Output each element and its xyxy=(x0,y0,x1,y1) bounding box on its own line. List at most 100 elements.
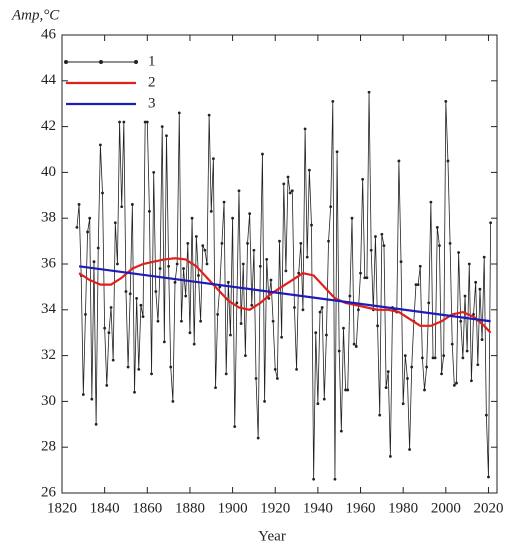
data-point xyxy=(476,363,480,367)
data-point xyxy=(109,306,113,309)
x-tick-label: 1900 xyxy=(218,500,248,516)
data-point xyxy=(150,372,153,376)
data-point xyxy=(199,319,203,323)
data-point xyxy=(222,200,226,204)
data-point xyxy=(156,319,160,323)
data-point xyxy=(175,262,179,266)
legend-marker xyxy=(99,60,103,64)
data-point xyxy=(98,143,102,147)
data-point xyxy=(455,381,458,385)
x-tick-label: 1960 xyxy=(346,500,376,516)
data-point xyxy=(120,205,124,209)
data-point xyxy=(467,262,471,266)
data-point xyxy=(297,271,301,275)
data-point xyxy=(331,100,335,103)
data-point xyxy=(282,182,286,186)
data-point xyxy=(344,388,348,392)
data-point xyxy=(263,400,266,403)
data-point xyxy=(88,216,92,220)
data-point xyxy=(231,216,234,220)
data-point xyxy=(224,372,228,376)
data-point xyxy=(299,241,303,245)
y-tick-label: 44 xyxy=(41,72,57,88)
data-point xyxy=(126,365,130,369)
data-point xyxy=(116,262,119,266)
y-axis-label: Amp,°C xyxy=(11,7,60,23)
data-point xyxy=(171,400,175,403)
data-point xyxy=(265,258,269,261)
data-point xyxy=(188,331,192,335)
data-point xyxy=(135,296,139,300)
series-line xyxy=(78,265,491,323)
data-point xyxy=(369,248,373,252)
y-tick-label: 40 xyxy=(41,164,56,180)
y-tick-label: 38 xyxy=(41,210,56,226)
data-point xyxy=(465,349,469,353)
y-tick-label: 32 xyxy=(41,347,56,363)
x-tick-label: 1920 xyxy=(260,500,290,516)
data-point xyxy=(92,260,96,264)
y-tick-label: 36 xyxy=(41,255,57,271)
data-point xyxy=(143,120,147,124)
data-point xyxy=(130,203,134,206)
data-point xyxy=(484,413,488,417)
data-point xyxy=(197,274,200,277)
data-point xyxy=(182,267,185,270)
data-point xyxy=(148,209,151,213)
data-point xyxy=(427,301,431,305)
data-point xyxy=(361,177,365,181)
data-point xyxy=(378,413,382,417)
data-point xyxy=(420,356,424,360)
data-point xyxy=(271,319,275,323)
x-tick-label: 1940 xyxy=(303,500,333,516)
data-point xyxy=(423,388,426,392)
y-tick-label: 46 xyxy=(41,26,57,42)
data-point xyxy=(139,303,143,307)
x-tick-label: 2000 xyxy=(431,500,461,516)
data-point xyxy=(425,365,429,369)
data-point xyxy=(124,290,128,293)
legend-marker xyxy=(64,60,68,64)
data-point xyxy=(399,260,403,264)
data-point xyxy=(162,340,166,344)
data-point xyxy=(478,287,482,291)
data-point xyxy=(448,241,452,245)
data-point xyxy=(333,477,337,481)
data-point xyxy=(406,377,409,380)
data-point xyxy=(440,372,443,376)
data-point xyxy=(286,175,290,179)
data-point xyxy=(77,203,81,206)
data-point xyxy=(261,152,264,156)
data-point xyxy=(173,280,177,284)
data-point xyxy=(429,200,433,204)
data-point xyxy=(470,379,473,383)
data-point xyxy=(248,212,252,216)
data-point xyxy=(237,189,241,193)
data-point xyxy=(316,402,320,406)
data-point xyxy=(444,100,448,103)
data-point xyxy=(233,425,237,428)
x-tick-label: 1860 xyxy=(132,500,162,516)
data-point xyxy=(318,310,322,314)
data-point xyxy=(365,276,369,280)
data-point xyxy=(382,244,386,248)
data-point xyxy=(339,429,343,433)
data-point xyxy=(275,377,279,380)
data-point xyxy=(352,342,356,346)
data-point xyxy=(322,397,326,401)
data-point xyxy=(107,331,111,335)
data-point xyxy=(94,422,98,426)
data-point xyxy=(367,90,371,94)
data-point xyxy=(184,294,188,298)
data-point xyxy=(374,235,377,238)
data-point xyxy=(113,221,117,225)
data-point xyxy=(438,244,441,248)
data-point xyxy=(186,241,190,245)
y-tick-label: 34 xyxy=(41,301,57,317)
y-tick-label: 28 xyxy=(41,439,56,455)
data-point xyxy=(86,230,89,234)
data-point xyxy=(84,312,87,316)
x-tick-label: 2020 xyxy=(473,500,503,516)
data-point xyxy=(211,157,215,161)
data-point xyxy=(122,120,126,124)
